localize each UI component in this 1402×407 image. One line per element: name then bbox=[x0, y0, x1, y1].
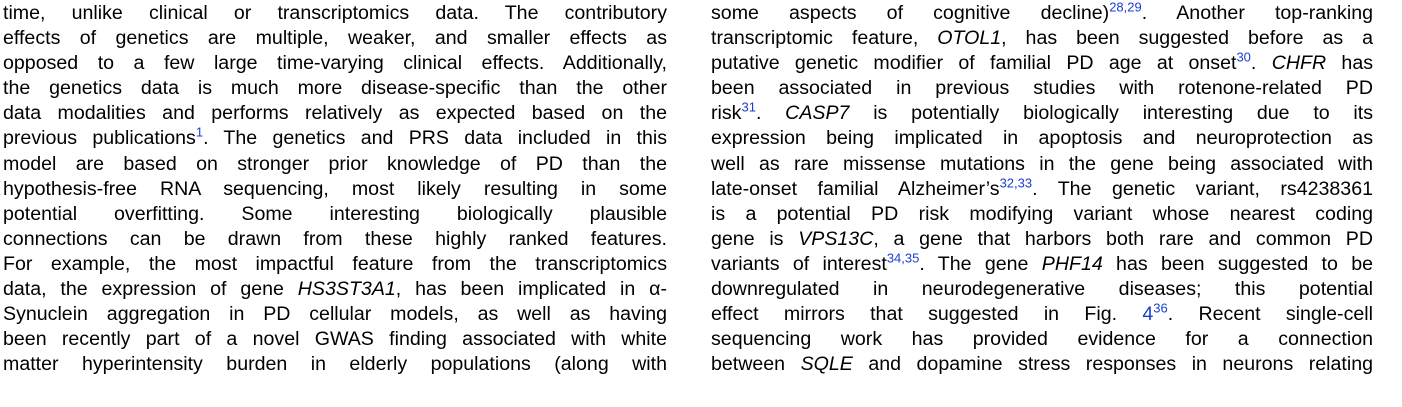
text-line: risk31. CASP7 is potentially biologicall… bbox=[711, 101, 1373, 126]
gene-name: CHFR bbox=[1271, 52, 1327, 75]
text-line: effects of genetics are multiple, weaker… bbox=[3, 26, 667, 51]
text-segment: previous publications bbox=[3, 127, 196, 150]
text-segment: , a gene that harbors both rare and comm… bbox=[873, 227, 1373, 250]
text-line: late-onset familial Alzheimer’s32,33. Th… bbox=[711, 177, 1373, 202]
text-line: opposed to a few large time-varying clin… bbox=[3, 51, 667, 76]
text-segment: downregulated in neurodegenerative disea… bbox=[711, 278, 1373, 301]
left-text-column: time, unlike clinical or transcriptomics… bbox=[3, 1, 667, 377]
gene-name: OTOL1 bbox=[937, 27, 1002, 50]
text-line: connections can be drawn from these high… bbox=[3, 227, 667, 252]
gene-name: HS3ST3A1 bbox=[297, 278, 396, 301]
text-segment: . bbox=[1250, 52, 1272, 75]
text-segment: and dopamine stress responses in neurons… bbox=[852, 353, 1373, 376]
citation-superscript[interactable]: 28,29 bbox=[1109, 1, 1142, 15]
text-segment: has bbox=[1326, 52, 1373, 75]
text-segment: between bbox=[711, 353, 801, 376]
text-line: time, unlike clinical or transcriptomics… bbox=[3, 1, 667, 26]
text-segment: For example, the most impactful feature … bbox=[3, 252, 667, 275]
gene-name: SQLE bbox=[800, 353, 853, 376]
text-line: data, the expression of gene HS3ST3A1, h… bbox=[3, 277, 667, 302]
text-segment: . The genetic variant, rs4238361 bbox=[1032, 177, 1373, 200]
citation-superscript[interactable]: 31 bbox=[741, 101, 756, 115]
text-line: putative genetic modifier of familial PD… bbox=[711, 51, 1373, 76]
citation-superscript[interactable]: 1 bbox=[195, 126, 204, 140]
text-segment: . Recent single-cell bbox=[1167, 303, 1373, 326]
citation-superscript[interactable]: 36 bbox=[1153, 302, 1168, 316]
text-segment: model are based on stronger prior knowle… bbox=[3, 152, 667, 175]
text-line: previous publications1. The genetics and… bbox=[3, 126, 667, 151]
text-segment: the genetics data is much more disease-s… bbox=[3, 77, 667, 100]
text-segment: , has been implicated in α- bbox=[395, 278, 667, 301]
text-segment: data, the expression of gene bbox=[3, 278, 298, 301]
text-line: matter hyperintensity burden in elderly … bbox=[3, 352, 667, 377]
text-segment: . The gene bbox=[919, 252, 1042, 275]
text-line: model are based on stronger prior knowle… bbox=[3, 152, 667, 177]
text-segment: , has been suggested before as a bbox=[1001, 27, 1373, 50]
text-segment: gene is bbox=[711, 227, 799, 250]
text-line: For example, the most impactful feature … bbox=[3, 252, 667, 277]
text-segment: been associated in previous studies with… bbox=[711, 77, 1373, 100]
text-segment: . Another top-ranking bbox=[1141, 2, 1373, 24]
text-segment: is a potential PD risk modifying variant… bbox=[711, 202, 1373, 225]
text-segment: effect mirrors that suggested in Fig. bbox=[711, 303, 1143, 326]
text-segment: been recently part of a novel GWAS findi… bbox=[3, 328, 667, 351]
text-line: potential overfitting. Some interesting … bbox=[3, 202, 667, 227]
citation-superscript[interactable]: 32,33 bbox=[999, 176, 1033, 191]
text-segment: . The genetics and PRS data included in … bbox=[203, 127, 667, 150]
text-segment: is potentially biologically interesting … bbox=[849, 102, 1373, 125]
text-segment: well as rare missense mutations in the g… bbox=[711, 152, 1373, 175]
text-line: transcriptomic feature, OTOL1, has been … bbox=[711, 26, 1373, 51]
text-segment: hypothesis-free RNA sequencing, most lik… bbox=[3, 177, 667, 200]
text-segment: late-onset familial Alzheimer’s bbox=[711, 177, 1000, 200]
gene-name: PHF14 bbox=[1041, 252, 1103, 275]
text-line: is a potential PD risk modifying variant… bbox=[711, 202, 1373, 227]
text-line: sequencing work has provided evidence fo… bbox=[711, 327, 1373, 352]
text-line: expression being implicated in apoptosis… bbox=[711, 126, 1373, 151]
text-segment: effects of genetics are multiple, weaker… bbox=[3, 27, 667, 50]
text-segment: opposed to a few large time-varying clin… bbox=[3, 52, 667, 75]
text-segment: risk bbox=[711, 102, 742, 125]
text-line: Synuclein aggregation in PD cellular mod… bbox=[3, 302, 667, 327]
gene-name: VPS13C bbox=[798, 227, 874, 250]
text-line: gene is VPS13C, a gene that harbors both… bbox=[711, 227, 1373, 252]
right-text-column: some aspects of cognitive decline)28,29.… bbox=[711, 1, 1373, 377]
text-line: effect mirrors that suggested in Fig. 43… bbox=[711, 302, 1373, 327]
text-segment: data modalities and performs relatively … bbox=[3, 102, 667, 125]
text-segment: matter hyperintensity burden in elderly … bbox=[3, 353, 667, 376]
text-segment: variants of interest bbox=[711, 252, 887, 275]
text-segment: . bbox=[755, 102, 786, 125]
text-segment: transcriptomic feature, bbox=[711, 27, 938, 50]
text-line: been recently part of a novel GWAS findi… bbox=[3, 327, 667, 352]
text-line: hypothesis-free RNA sequencing, most lik… bbox=[3, 177, 667, 202]
text-line: variants of interest34,35. The gene PHF1… bbox=[711, 252, 1373, 277]
text-segment: putative genetic modifier of familial PD… bbox=[711, 52, 1237, 75]
text-line: been associated in previous studies with… bbox=[711, 76, 1373, 101]
text-segment: time, unlike clinical or transcriptomics… bbox=[3, 2, 667, 24]
text-line: some aspects of cognitive decline)28,29.… bbox=[711, 1, 1373, 26]
text-line: between SQLE and dopamine stress respons… bbox=[711, 352, 1373, 377]
text-line: data modalities and performs relatively … bbox=[3, 101, 667, 126]
gene-name: CASP7 bbox=[785, 102, 850, 125]
text-line: well as rare missense mutations in the g… bbox=[711, 152, 1373, 177]
figure-reference[interactable]: 4 bbox=[1142, 303, 1154, 326]
text-segment: has been suggested to be bbox=[1102, 252, 1373, 275]
citation-superscript[interactable]: 30 bbox=[1236, 51, 1251, 65]
text-segment: some aspects of cognitive decline) bbox=[711, 2, 1110, 24]
text-segment: sequencing work has provided evidence fo… bbox=[711, 328, 1373, 351]
text-line: downregulated in neurodegenerative disea… bbox=[711, 277, 1373, 302]
citation-superscript[interactable]: 34,35 bbox=[886, 251, 920, 266]
text-segment: connections can be drawn from these high… bbox=[3, 227, 667, 250]
text-line: the genetics data is much more disease-s… bbox=[3, 76, 667, 101]
text-segment: expression being implicated in apoptosis… bbox=[711, 127, 1373, 150]
text-segment: Synuclein aggregation in PD cellular mod… bbox=[3, 303, 667, 326]
text-segment: potential overfitting. Some interesting … bbox=[3, 202, 667, 225]
